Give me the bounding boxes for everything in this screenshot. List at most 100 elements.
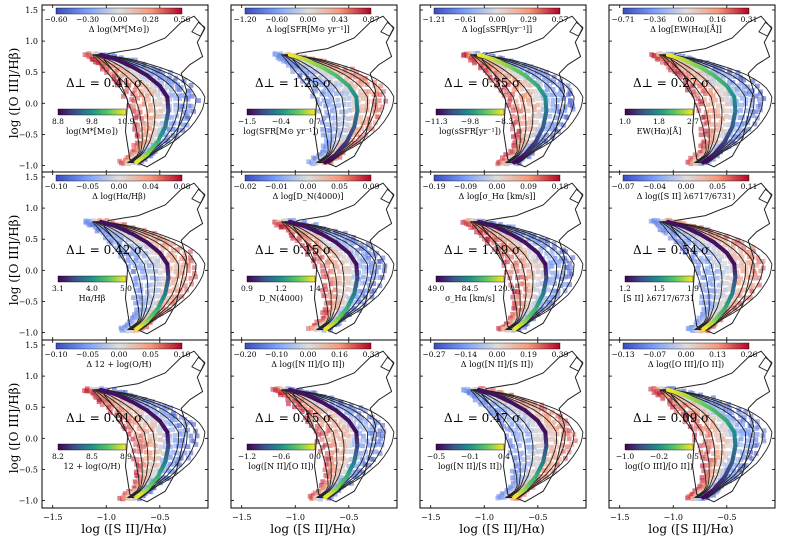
hex-cell bbox=[538, 288, 543, 294]
hex-cell bbox=[544, 92, 549, 98]
hex-cell bbox=[369, 264, 375, 270]
hex-cell bbox=[335, 128, 341, 133]
hex-cell bbox=[546, 415, 552, 420]
hex-cell bbox=[331, 104, 337, 109]
hex-cell bbox=[346, 269, 352, 274]
hex-cell bbox=[371, 91, 377, 97]
hex-cell bbox=[720, 269, 725, 275]
hex-cell bbox=[502, 78, 507, 83]
hex-cell bbox=[739, 263, 744, 269]
hex-cell bbox=[157, 281, 162, 287]
hex-cell bbox=[707, 108, 713, 113]
hex-cell bbox=[513, 119, 519, 125]
hex-cell bbox=[724, 114, 729, 119]
hex-cell bbox=[361, 426, 366, 432]
hex-cell bbox=[172, 433, 178, 438]
panel-3: −1.21 −0.61 0.00 0.29 0.57Δ log[sSFR[yr⁻¹]]Δ… bbox=[419, 4, 587, 174]
hex-cell bbox=[360, 293, 366, 298]
hex-cell bbox=[502, 407, 508, 412]
hex-cell bbox=[737, 293, 743, 299]
hex-cell bbox=[505, 82, 511, 87]
hex-cell bbox=[138, 295, 144, 301]
hex-cell bbox=[185, 268, 191, 274]
hex-cell bbox=[345, 122, 350, 128]
hex-cell bbox=[138, 417, 144, 423]
hex-cell bbox=[671, 51, 676, 57]
hex-cell bbox=[567, 102, 573, 108]
hex-cell bbox=[115, 406, 121, 412]
hex-cell bbox=[328, 242, 334, 248]
hex-cell bbox=[683, 80, 688, 86]
delta-colorbar-tick: 0.00 bbox=[489, 350, 506, 359]
hex-cell bbox=[525, 282, 531, 288]
panel-7-ridge-track bbox=[476, 219, 549, 332]
hex-cell bbox=[335, 305, 340, 311]
hex-cell bbox=[553, 259, 559, 265]
property-colorbar-tick: 49.0 bbox=[428, 284, 445, 293]
hex-cell bbox=[708, 302, 714, 307]
panel-9-property-colorbar bbox=[57, 443, 127, 451]
hex-cell bbox=[659, 392, 664, 398]
hex-cell bbox=[519, 432, 524, 437]
hex-cell bbox=[107, 410, 113, 415]
hex-cell bbox=[341, 101, 347, 107]
hex-cell bbox=[337, 473, 343, 479]
hex-cell bbox=[471, 60, 477, 66]
hex-cell bbox=[555, 413, 561, 419]
hex-cell bbox=[702, 114, 707, 120]
hex-cell bbox=[720, 67, 725, 73]
hex-cell bbox=[166, 476, 172, 481]
hex-cell bbox=[328, 74, 334, 79]
hex-cell bbox=[306, 159, 312, 165]
delta-colorbar-tick: 0.43 bbox=[331, 15, 348, 24]
hex-cell bbox=[142, 88, 148, 93]
hex-cell bbox=[165, 79, 171, 85]
hex-cell bbox=[714, 253, 719, 259]
hex-cell bbox=[138, 88, 143, 94]
hex-cell bbox=[347, 276, 353, 281]
hex-cell bbox=[162, 276, 168, 282]
hex-cell bbox=[104, 392, 110, 398]
hex-cell bbox=[716, 73, 722, 79]
panel-5-delta-perp-annotation: Δ⊥ = 0.42 σ bbox=[66, 243, 142, 257]
hex-cell bbox=[743, 265, 749, 271]
hex-cell bbox=[324, 481, 330, 486]
hex-cell bbox=[307, 237, 313, 243]
hex-cell bbox=[741, 287, 747, 293]
panel-2: −1.20 −0.60 0.00 0.43 0.87Δ log[SFR[M⊙ yr⁻¹]… bbox=[230, 4, 398, 174]
panel-7-property-colorbar-label: σ_Hα [km/s] bbox=[445, 294, 495, 303]
hex-cell bbox=[314, 97, 320, 102]
hex-cell bbox=[526, 133, 532, 139]
hex-cell bbox=[530, 150, 535, 156]
hex-cell bbox=[475, 392, 480, 398]
hex-cell bbox=[154, 74, 160, 80]
hex-cell bbox=[541, 411, 547, 416]
hex-cell bbox=[137, 307, 143, 313]
hex-cell bbox=[749, 103, 755, 108]
hex-cell bbox=[553, 91, 559, 97]
hex-cell bbox=[344, 258, 350, 264]
hex-cell bbox=[122, 251, 128, 256]
hex-cell bbox=[569, 271, 574, 277]
hex-cell bbox=[134, 409, 140, 415]
hex-cell bbox=[479, 233, 484, 238]
panel-6-property-colorbar bbox=[246, 275, 316, 283]
hex-cell bbox=[564, 115, 570, 120]
hex-cell bbox=[185, 97, 191, 102]
hex-cell bbox=[281, 58, 287, 64]
hex-cell bbox=[328, 281, 334, 287]
hex-cell bbox=[341, 432, 347, 437]
y-tick-label: 1.5 bbox=[25, 6, 38, 15]
hex-cell bbox=[341, 265, 347, 271]
hex-cell bbox=[140, 265, 146, 271]
hex-cell bbox=[527, 82, 533, 88]
hex-cell bbox=[329, 401, 335, 407]
hex-cell bbox=[327, 443, 333, 449]
hex-cell bbox=[188, 255, 193, 260]
hex-cell bbox=[95, 60, 101, 66]
hex-cell bbox=[306, 62, 311, 68]
delta-colorbar-tick: 0.04 bbox=[142, 182, 159, 191]
hex-cell bbox=[134, 406, 139, 412]
hex-cell bbox=[509, 422, 515, 427]
contour-island bbox=[380, 21, 395, 37]
